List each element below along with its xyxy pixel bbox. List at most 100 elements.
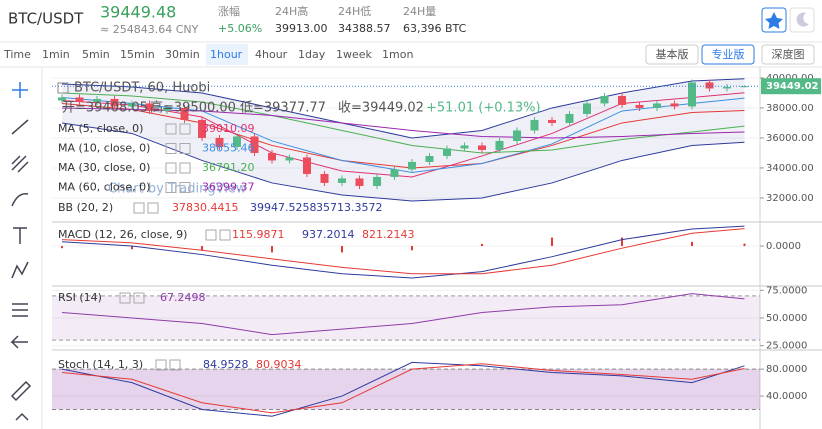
legend-button[interactable] — [165, 182, 177, 193]
pattern-tool[interactable] — [11, 261, 29, 279]
legend-button[interactable] — [165, 143, 177, 154]
view-button[interactable] — [701, 44, 755, 65]
view-button[interactable] — [761, 44, 815, 65]
y-tick-label: 32000.00 — [766, 193, 814, 204]
legend-button[interactable] — [119, 292, 131, 304]
interval-button[interactable]: Time — [3, 48, 31, 61]
rsi-value: 67.2498 — [160, 291, 206, 304]
ohlc-legend: 开=39408.05 — [62, 101, 148, 116]
interval-button[interactable]: 1day — [298, 48, 326, 61]
y-tick-label: 0.0000 — [766, 241, 801, 252]
legend-button[interactable] — [169, 359, 181, 371]
candle-body — [740, 86, 749, 88]
bb-upper — [61, 78, 745, 139]
last-price-box — [761, 78, 821, 95]
last-price-label: 39449.02 — [766, 81, 819, 92]
legend-button[interactable] — [133, 292, 145, 304]
interval-button[interactable]: 1mon — [382, 48, 413, 61]
candle-body — [180, 107, 189, 120]
trend-line-tool[interactable] — [11, 119, 29, 135]
series-title: BTC/USDT, 60, Huobi — [74, 81, 210, 96]
candle-body — [110, 98, 119, 107]
legend-button[interactable] — [179, 143, 191, 154]
ma-value: 39010.09 — [202, 122, 255, 135]
low: 34388.57 — [338, 22, 391, 35]
stoch-k — [61, 361, 745, 417]
ruler-tool[interactable] — [10, 380, 32, 402]
ma-name: MA (10, close, 0) — [58, 142, 150, 155]
volume: 63,396 BTC — [403, 22, 467, 35]
interval-button[interactable]: 30min — [165, 48, 200, 61]
legend-button[interactable] — [165, 162, 177, 174]
prediction-tool[interactable] — [12, 303, 28, 317]
change-label: 涨幅 — [218, 5, 240, 18]
bb-fill — [62, 78, 745, 201]
y-tick-label: 50.0000 — [766, 313, 807, 324]
legend-button[interactable] — [179, 123, 191, 135]
drawing-toolbar — [10, 82, 32, 421]
candle-body — [583, 103, 591, 114]
zoom-tool[interactable] — [15, 412, 29, 421]
candle-body — [320, 173, 329, 183]
candle-body — [530, 119, 539, 131]
legend-button[interactable] — [147, 202, 159, 214]
candle-body — [443, 148, 451, 156]
rsi-name: RSI (14) — [58, 291, 102, 304]
ohlc-legend: 高=39500.00 — [150, 100, 236, 116]
candle-body — [250, 136, 259, 153]
interval-button[interactable]: 1hour — [210, 48, 243, 61]
candle-body — [495, 140, 504, 150]
ohlc-legend: +51.01 (+0.13%) — [426, 101, 541, 116]
candle-body — [58, 97, 66, 101]
view-button[interactable] — [645, 44, 699, 65]
interval-button[interactable]: 4hour — [255, 48, 288, 61]
ohlc-legend: 低=39377.77 — [240, 101, 326, 116]
candle-body — [285, 157, 294, 161]
change: +5.06% — [218, 22, 262, 35]
brush-tool[interactable] — [11, 193, 29, 207]
candle-body — [513, 130, 521, 141]
candle-body — [618, 95, 626, 105]
candle-body — [460, 145, 469, 149]
high: 39913.00 — [275, 22, 328, 35]
crosshair-tool[interactable] — [12, 82, 28, 98]
legend-button[interactable] — [179, 182, 191, 193]
interval-button[interactable]: 5min — [82, 48, 110, 61]
macd-value: 821.2143 — [362, 228, 415, 241]
legend-button[interactable] — [179, 162, 191, 174]
cny-price: ≈ 254843.64 CNY — [100, 23, 199, 36]
interval-button[interactable]: 1week — [336, 48, 373, 61]
high-label: 24H高 — [275, 4, 308, 18]
bb-value: 39947.5258 — [250, 201, 316, 214]
macd-histogram — [271, 246, 273, 253]
candle-body — [688, 82, 696, 107]
candle-body — [145, 103, 154, 111]
candle-body — [93, 98, 101, 102]
stoch-name: Stoch (14, 1, 3) — [58, 358, 143, 371]
y-tick-label: 80.0000 — [766, 364, 807, 375]
legend-button[interactable] — [165, 123, 177, 135]
candle-body — [215, 137, 224, 147]
back-tool[interactable] — [10, 335, 28, 349]
candle-body — [705, 82, 714, 89]
interval-button[interactable]: 15min — [120, 48, 155, 61]
interval-button[interactable]: 1min — [42, 48, 70, 61]
macd-value: 115.9871 — [232, 228, 285, 241]
macd-histogram — [411, 246, 413, 251]
fib-tool[interactable] — [11, 155, 29, 173]
text-tool[interactable] — [13, 227, 27, 244]
legend-button[interactable] — [133, 202, 145, 214]
volume-label: 24H量 — [403, 5, 436, 18]
candle-body — [653, 103, 661, 108]
legend-button[interactable] — [219, 229, 231, 241]
ma-name: MA (60, close, 0) — [58, 181, 150, 194]
candle-body — [338, 178, 346, 183]
legend-button[interactable] — [205, 229, 217, 241]
view-label: 基本版 — [656, 47, 689, 61]
legend-button[interactable] — [155, 359, 167, 371]
candle-body — [373, 176, 381, 186]
macd-histogram — [201, 246, 203, 251]
y-tick-label: 40.0000 — [766, 391, 807, 402]
candle-body — [635, 104, 644, 108]
